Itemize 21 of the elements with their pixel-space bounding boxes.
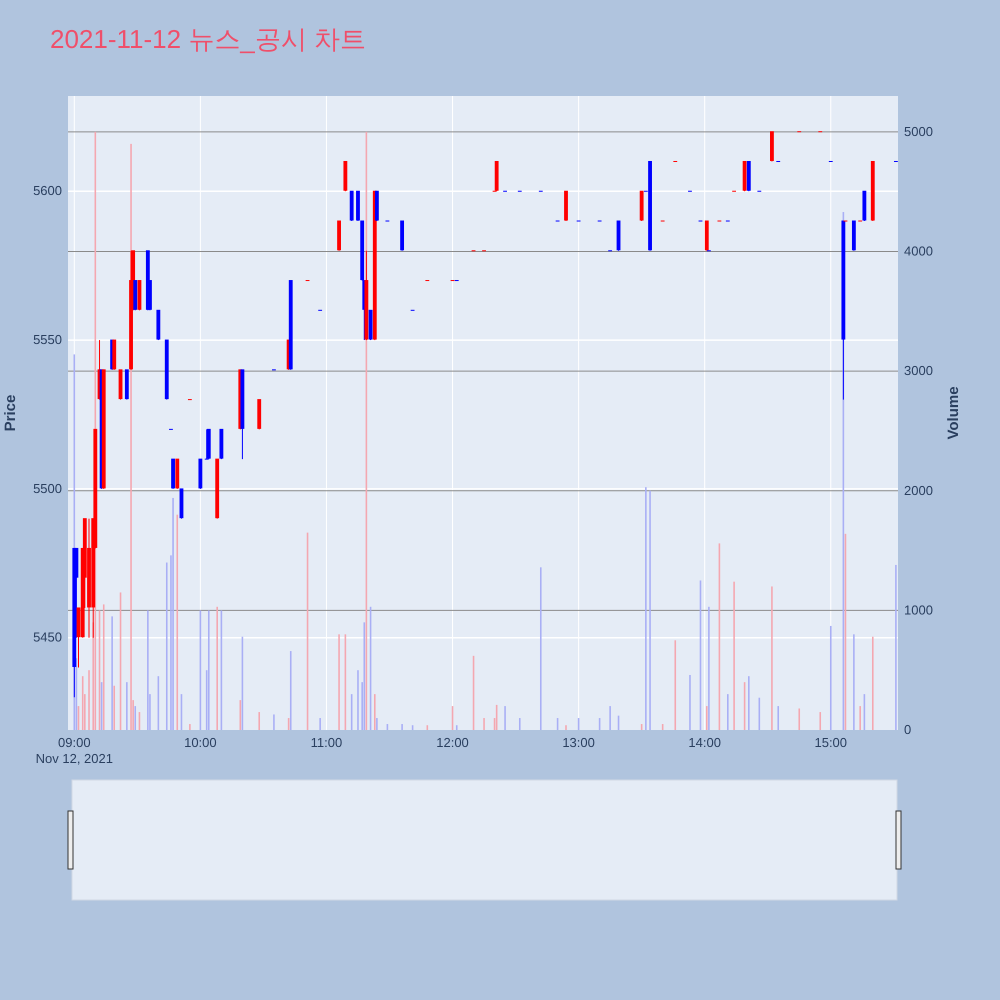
y2-tick-label: 3000 <box>904 363 933 378</box>
y-tick-label: 5450 <box>33 630 62 645</box>
x-tick-label: 13:00 <box>562 735 595 750</box>
x-tick-label: 10:00 <box>184 735 217 750</box>
x-tick-label: 09:00 <box>58 735 91 750</box>
y-tick-label: 5600 <box>33 183 62 198</box>
y2-tick-label: 1000 <box>904 602 933 618</box>
title: 2021-11-12 뉴스_공시 차트 <box>50 24 366 54</box>
y2-tick-label: 5000 <box>904 124 933 139</box>
text: Nov 12, 2021 <box>36 751 113 766</box>
y-axis-title: Price <box>2 394 19 432</box>
y2-tick-label: 2000 <box>904 482 933 498</box>
x-tick-label: 11:00 <box>310 735 342 750</box>
x-tick-label: 12:00 <box>436 735 469 750</box>
x-tick-label: 15:00 <box>814 735 848 750</box>
y2-tick-label: 4000 <box>904 244 933 259</box>
y-tick-label: 5550 <box>33 332 62 348</box>
y2-axis-title: Volume <box>945 386 962 440</box>
y-tick-label: 5500 <box>33 480 62 496</box>
y2-tick-label: 0 <box>904 722 912 737</box>
x-tick-label: 14:00 <box>688 735 721 750</box>
